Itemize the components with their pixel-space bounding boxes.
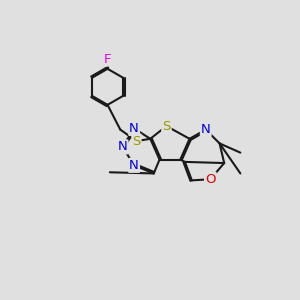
Text: S: S: [132, 135, 141, 148]
Text: O: O: [205, 173, 216, 186]
Text: N: N: [129, 122, 139, 135]
Text: N: N: [201, 123, 211, 136]
Text: F: F: [104, 52, 111, 66]
Text: N: N: [129, 159, 139, 172]
Text: S: S: [162, 120, 171, 133]
Text: N: N: [118, 140, 128, 153]
